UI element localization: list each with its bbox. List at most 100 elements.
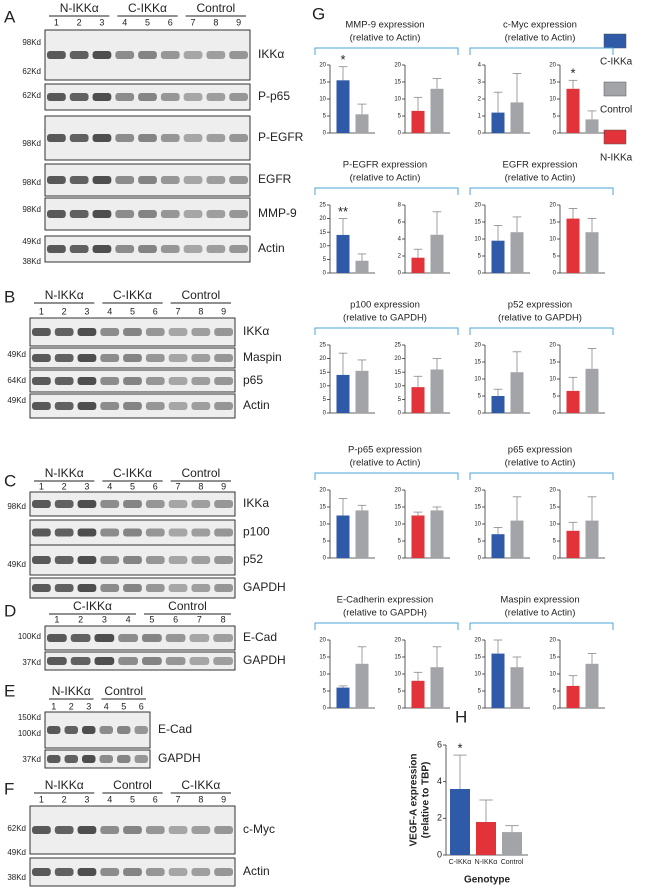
lane-number: 1 <box>51 701 56 711</box>
legend-label: Control <box>600 105 632 116</box>
x-tick-label: N-IKKα <box>475 859 498 866</box>
y-tick-label: 0 <box>398 411 402 417</box>
lane-number: 3 <box>102 614 107 624</box>
lane-number: 7 <box>176 306 181 316</box>
lane-number: 1 <box>39 481 44 491</box>
bar <box>510 520 524 558</box>
y-tick-label: 0 <box>553 556 557 562</box>
band <box>100 556 120 564</box>
y-tick-label: 0 <box>323 131 327 137</box>
bar <box>566 88 580 133</box>
y-tick-label: 0 <box>478 131 482 137</box>
subchart-title: p100 expression <box>350 300 420 311</box>
lane-number: 8 <box>198 481 203 491</box>
band <box>54 556 74 564</box>
blot-strip <box>29 805 236 855</box>
y-tick-label: 15 <box>474 220 481 226</box>
y-tick-label: 15 <box>394 80 401 86</box>
band <box>123 500 142 508</box>
band <box>100 354 120 362</box>
lane-number: 4 <box>104 701 109 711</box>
y-tick-label: 20 <box>394 63 401 69</box>
band <box>214 556 233 564</box>
y-tick-label: 15 <box>549 220 556 226</box>
lane-number: 9 <box>221 306 226 316</box>
blot-strip <box>44 651 236 671</box>
lane-number: 3 <box>84 306 89 316</box>
lane-number: 9 <box>221 794 226 804</box>
y-tick-label: 0 <box>398 271 402 277</box>
y-tick-label: 5 <box>398 397 402 403</box>
band <box>117 755 131 763</box>
subchart-title: (relative to Actin) <box>350 173 421 184</box>
bar <box>355 663 369 708</box>
group-label: C-IKKα <box>73 599 112 613</box>
bar <box>502 832 522 855</box>
blot-strip <box>29 577 236 599</box>
y-tick-label: 15 <box>549 505 556 511</box>
lane-number: 4 <box>107 481 112 491</box>
band <box>123 528 142 537</box>
band <box>138 51 157 59</box>
band <box>115 245 135 253</box>
row-label: Actin <box>243 398 270 412</box>
y-tick-label: 20 <box>394 638 401 644</box>
band <box>214 868 233 876</box>
bar <box>411 515 425 558</box>
band <box>160 134 180 142</box>
band <box>142 657 162 665</box>
row-label: GAPDH <box>243 580 286 594</box>
bar <box>430 369 444 413</box>
row-label: Maspin <box>243 350 282 364</box>
band <box>115 176 135 184</box>
band <box>32 528 51 537</box>
y-tick-label: 10 <box>549 97 556 103</box>
y-tick-label: 10 <box>319 672 326 678</box>
y-tick-label: 2 <box>398 254 402 260</box>
bar <box>450 789 470 855</box>
band <box>77 584 97 592</box>
band <box>214 402 233 410</box>
y-tick-label: 15 <box>549 80 556 86</box>
band <box>160 93 180 101</box>
band <box>189 657 210 665</box>
y-tick-label: 20 <box>549 488 556 494</box>
row-label: p52 <box>243 552 263 566</box>
band <box>229 210 248 218</box>
y-tick-label: 20 <box>549 638 556 644</box>
y-tick-label: 20 <box>474 638 481 644</box>
bar <box>585 520 599 558</box>
subchart-title: Maspin expression <box>500 595 579 606</box>
band <box>69 93 89 101</box>
y-tick-label: 20 <box>549 343 556 349</box>
band <box>145 528 165 537</box>
bracket <box>469 622 614 630</box>
bar <box>355 114 369 133</box>
y-tick-label: 0 <box>478 271 482 277</box>
panel-letter: A <box>4 7 16 26</box>
band <box>123 556 142 564</box>
group-label: C-IKKα <box>113 288 152 302</box>
y-tick-label: 0 <box>553 131 557 137</box>
y-tick-label: 10 <box>474 522 481 528</box>
band <box>92 134 112 142</box>
band <box>168 328 188 336</box>
y-tick-label: 5 <box>478 394 482 400</box>
marker-label: 62Kd <box>22 91 41 100</box>
y-tick-label: 5 <box>553 114 557 120</box>
band <box>206 51 226 59</box>
subchart-title: E-Cadherin expression <box>337 595 434 606</box>
lane-number: 3 <box>99 17 104 27</box>
y-axis-label: VEGF-A expression <box>409 754 420 847</box>
lane-number: 2 <box>62 794 67 804</box>
y-tick-label: 15 <box>319 370 326 376</box>
y-tick-label: 0 <box>553 706 557 712</box>
row-label: P-EGFR <box>258 130 304 144</box>
band <box>191 868 211 876</box>
lane-number: 5 <box>121 701 126 711</box>
y-tick-label: 5 <box>553 254 557 260</box>
y-tick-label: 4 <box>398 237 402 243</box>
subchart-title: MMP-9 expression <box>345 20 424 31</box>
band <box>189 634 210 642</box>
marker-label: 49Kd <box>22 237 41 246</box>
